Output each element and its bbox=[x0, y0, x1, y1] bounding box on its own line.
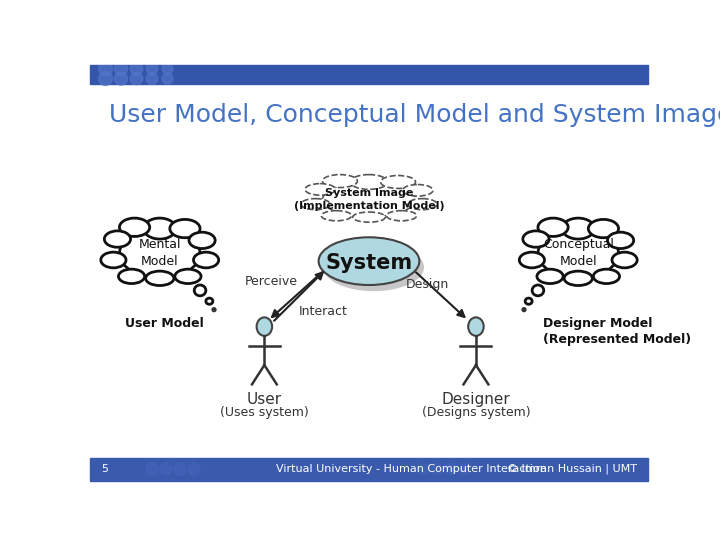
Text: 5: 5 bbox=[101, 464, 108, 474]
Text: System Image
(Implementation Model): System Image (Implementation Model) bbox=[294, 188, 444, 211]
Circle shape bbox=[459, 464, 471, 475]
Ellipse shape bbox=[519, 252, 544, 268]
Ellipse shape bbox=[319, 237, 419, 285]
Ellipse shape bbox=[170, 219, 200, 238]
Circle shape bbox=[162, 73, 173, 84]
Circle shape bbox=[114, 62, 127, 75]
Text: Designer Model
(Represented Model): Designer Model (Represented Model) bbox=[544, 316, 691, 346]
Ellipse shape bbox=[468, 318, 484, 336]
Ellipse shape bbox=[145, 271, 174, 286]
Circle shape bbox=[146, 73, 158, 84]
Bar bbox=[90, 65, 648, 84]
Ellipse shape bbox=[323, 174, 357, 187]
Circle shape bbox=[130, 63, 143, 75]
Ellipse shape bbox=[381, 176, 415, 188]
Ellipse shape bbox=[538, 218, 568, 237]
Ellipse shape bbox=[189, 232, 215, 248]
Ellipse shape bbox=[537, 269, 563, 284]
Ellipse shape bbox=[532, 285, 544, 296]
Ellipse shape bbox=[538, 229, 618, 278]
Circle shape bbox=[99, 72, 112, 86]
Ellipse shape bbox=[408, 199, 437, 210]
Ellipse shape bbox=[143, 218, 176, 239]
Circle shape bbox=[146, 63, 158, 75]
Ellipse shape bbox=[323, 244, 424, 291]
Ellipse shape bbox=[564, 271, 593, 286]
Circle shape bbox=[446, 464, 456, 475]
Circle shape bbox=[130, 72, 143, 85]
Circle shape bbox=[188, 463, 200, 475]
Text: Virtual University - Human Computer Interaction: Virtual University - Human Computer Inte… bbox=[276, 464, 547, 474]
Ellipse shape bbox=[321, 211, 351, 221]
Circle shape bbox=[99, 62, 112, 76]
Ellipse shape bbox=[104, 231, 130, 247]
Circle shape bbox=[114, 72, 127, 85]
Text: Perceive: Perceive bbox=[245, 275, 298, 288]
Circle shape bbox=[162, 63, 173, 74]
Text: Mental
Model: Mental Model bbox=[138, 239, 181, 268]
Text: © Imran Hussain | UMT: © Imran Hussain | UMT bbox=[507, 464, 637, 474]
Ellipse shape bbox=[175, 269, 201, 284]
Bar bbox=[90, 457, 648, 481]
Text: Design: Design bbox=[406, 278, 449, 291]
Ellipse shape bbox=[525, 298, 532, 304]
Circle shape bbox=[432, 464, 443, 475]
Ellipse shape bbox=[522, 308, 526, 312]
Ellipse shape bbox=[608, 232, 634, 248]
Ellipse shape bbox=[593, 269, 619, 284]
Ellipse shape bbox=[194, 285, 206, 296]
Ellipse shape bbox=[387, 211, 417, 221]
Text: Designer: Designer bbox=[441, 392, 510, 407]
Circle shape bbox=[160, 463, 172, 475]
Ellipse shape bbox=[206, 298, 213, 304]
Ellipse shape bbox=[256, 318, 272, 336]
Text: User: User bbox=[247, 392, 282, 407]
Text: (Uses system): (Uses system) bbox=[220, 406, 309, 420]
Ellipse shape bbox=[120, 218, 150, 237]
Text: (Designs system): (Designs system) bbox=[422, 406, 530, 420]
Ellipse shape bbox=[305, 184, 336, 195]
Ellipse shape bbox=[323, 182, 415, 217]
Text: Interact: Interact bbox=[300, 305, 348, 318]
Ellipse shape bbox=[588, 219, 618, 238]
Ellipse shape bbox=[353, 212, 385, 222]
Ellipse shape bbox=[301, 199, 330, 210]
Ellipse shape bbox=[101, 252, 126, 268]
Text: Conceptual
Model: Conceptual Model bbox=[543, 239, 613, 268]
Circle shape bbox=[145, 463, 158, 475]
Ellipse shape bbox=[562, 218, 595, 239]
Text: User Model: User Model bbox=[125, 316, 204, 329]
Ellipse shape bbox=[119, 269, 145, 284]
Text: User Model, Conceptual Model and System Image: User Model, Conceptual Model and System … bbox=[109, 103, 720, 127]
Ellipse shape bbox=[612, 252, 637, 268]
Ellipse shape bbox=[194, 252, 219, 268]
Ellipse shape bbox=[523, 231, 549, 247]
Ellipse shape bbox=[351, 174, 387, 190]
Ellipse shape bbox=[120, 229, 200, 278]
Ellipse shape bbox=[402, 185, 433, 196]
Text: System: System bbox=[325, 253, 413, 273]
Circle shape bbox=[418, 464, 428, 475]
Ellipse shape bbox=[212, 308, 216, 312]
Circle shape bbox=[174, 463, 186, 475]
